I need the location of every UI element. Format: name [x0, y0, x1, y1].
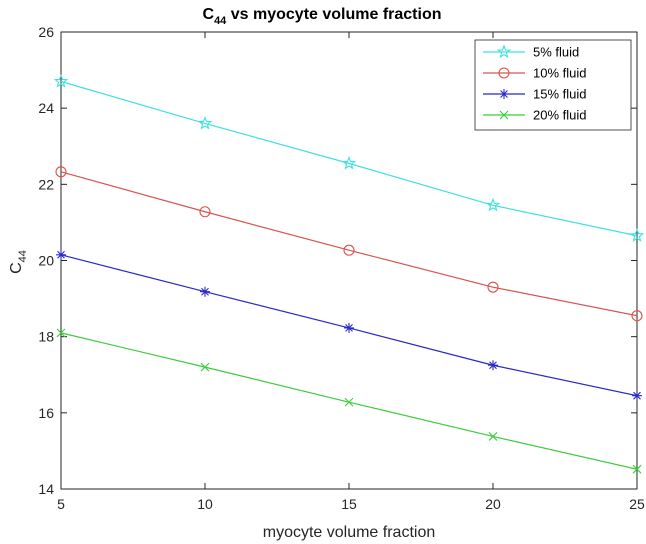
data-point: [344, 322, 354, 333]
series: [53, 73, 645, 242]
data-point: [56, 249, 66, 260]
data-point: [344, 397, 354, 407]
data-point: [487, 281, 499, 293]
x-axis: 5 10 15 20 25: [57, 32, 645, 512]
x-tick-label: 10: [197, 496, 213, 512]
legend-entry: 10% fluid: [483, 66, 586, 81]
y-axis-label: C44: [8, 250, 29, 274]
legend-entry: 15% fluid: [483, 87, 586, 102]
y-tick-label: 20: [38, 253, 54, 269]
legend: 5% fluid 10% fluid 15% fluid 20% fluid: [474, 39, 632, 131]
y-tick-label: 14: [38, 481, 54, 497]
data-point: [200, 362, 210, 372]
chart-title: C44 vs myocyte volume fraction: [203, 6, 442, 27]
y-tick-label: 22: [38, 176, 54, 192]
x-tick-label: 5: [57, 496, 65, 512]
series-line: [60, 171, 638, 317]
data-point: [632, 390, 642, 401]
data-point: [55, 166, 67, 178]
legend-label: 20% fluid: [533, 108, 586, 123]
data-point: [56, 328, 66, 338]
data-point: [53, 73, 69, 88]
y-axis: 14 16 18 20 22 24 26: [38, 24, 637, 497]
series: [56, 328, 642, 474]
data-point: [197, 115, 213, 130]
data-point: [498, 67, 510, 79]
y-tick-label: 26: [38, 24, 54, 40]
x-tick-label: 15: [341, 496, 357, 512]
x-tick-label: 25: [629, 496, 645, 512]
data-point: [200, 286, 210, 297]
y-tick-label: 24: [38, 100, 54, 116]
x-axis-label: myocyte volume fraction: [263, 524, 436, 541]
legend-entry: 20% fluid: [483, 108, 586, 123]
data-point: [496, 44, 512, 59]
data-point: [485, 197, 501, 212]
data-point: [343, 244, 355, 256]
data-point: [488, 360, 498, 371]
x-tick-label: 20: [485, 496, 501, 512]
series: [56, 249, 642, 401]
data-point: [629, 228, 645, 242]
series: [55, 166, 643, 322]
data-point: [499, 110, 509, 120]
y-tick-label: 18: [38, 329, 54, 345]
data-point: [499, 89, 509, 99]
series-line: [60, 80, 638, 237]
data-point: [341, 155, 357, 170]
data-point: [199, 206, 211, 218]
legend-label: 15% fluid: [533, 87, 586, 102]
data-point: [632, 464, 642, 474]
legend-entry: 5% fluid: [483, 44, 579, 60]
y-tick-label: 16: [38, 405, 54, 421]
series-group: [53, 73, 645, 474]
legend-label: 10% fluid: [533, 66, 586, 81]
data-point: [488, 432, 498, 441]
legend-label: 5% fluid: [533, 45, 579, 60]
data-point: [631, 310, 643, 322]
